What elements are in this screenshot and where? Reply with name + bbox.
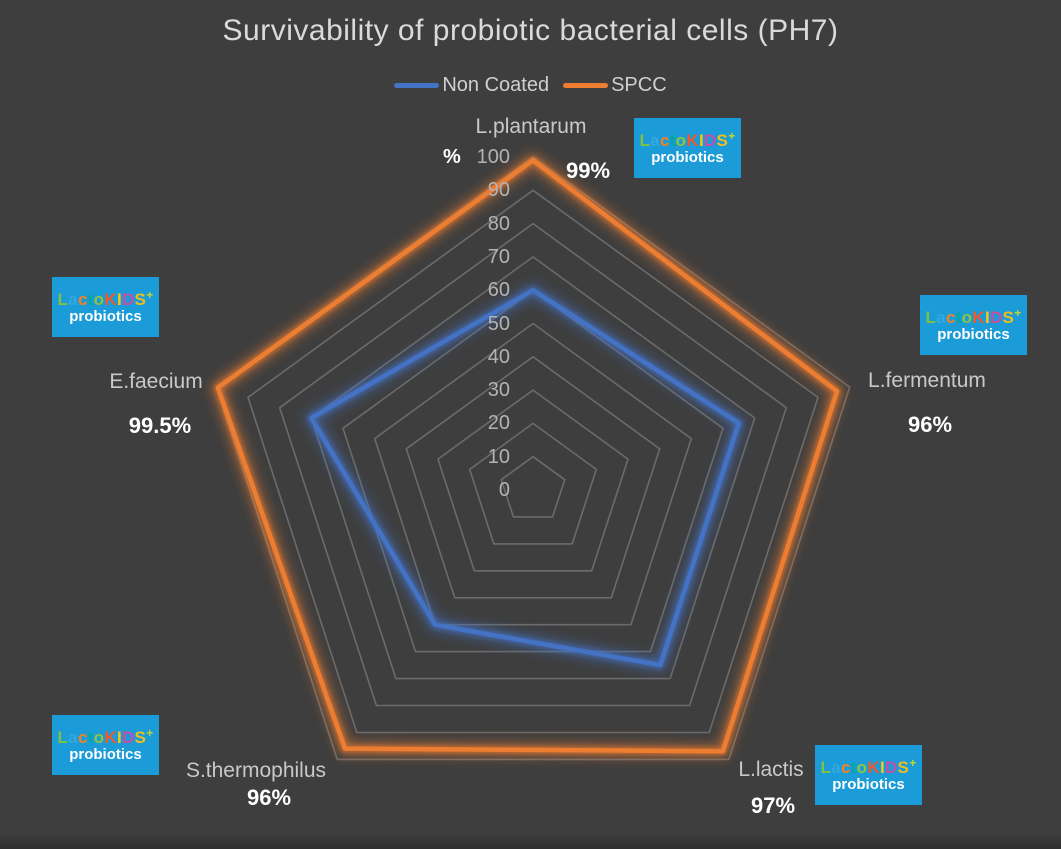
lactokids-logo-1: LactoKIDS+ probiotics: [920, 295, 1027, 355]
grid-ring-30: [437, 389, 629, 572]
logo-subtext: probiotics: [651, 149, 724, 167]
grid-ring-20: [468, 422, 598, 545]
grid-ring-10: [500, 455, 566, 518]
logo-subtext: probiotics: [69, 308, 142, 326]
chart-title: Survivability of probiotic bacterial cel…: [222, 14, 839, 47]
grid-ring-40: [405, 355, 661, 599]
radar-series: [210, 152, 845, 759]
legend-label-non-coated: Non Coated: [442, 74, 550, 96]
lactokids-logo-0: LactoKIDS+ probiotics: [634, 118, 741, 178]
grid-ring-90: [247, 189, 819, 734]
legend-label-spcc: SPCC: [611, 74, 667, 96]
logo-wordmark: LactoKIDS+: [57, 288, 154, 310]
grid-ring-80: [278, 222, 788, 707]
logo-subtext: probiotics: [832, 776, 905, 794]
legend-item-spcc: SPCC: [563, 74, 667, 97]
legend-item-non-coated: Non Coated: [394, 74, 549, 97]
lactokids-logo-2: LactoKIDS+ probiotics: [815, 745, 922, 805]
legend: Non Coated SPCC: [0, 74, 1061, 97]
series-polygon-non-coated: [309, 287, 742, 668]
logo-wordmark: LactoKIDS+: [639, 129, 736, 151]
logo-wordmark: LactoKIDS+: [820, 756, 917, 778]
logo-subtext: probiotics: [937, 326, 1010, 344]
lactokids-logo-4: LactoKIDS+ probiotics: [52, 277, 159, 337]
lactokids-logo-3: LactoKIDS+ probiotics: [52, 715, 159, 775]
legend-swatch-spcc: [563, 83, 609, 88]
logo-subtext: probiotics: [69, 746, 142, 764]
grid-ring-60: [342, 289, 724, 653]
logo-wordmark: LactoKIDS+: [57, 726, 154, 748]
logo-wordmark: LactoKIDS+: [925, 306, 1022, 328]
series-polygon-spcc: [215, 158, 840, 754]
grid-ring-50: [373, 322, 693, 626]
grid-ring-70: [310, 256, 756, 680]
legend-swatch-non-coated: [394, 83, 440, 88]
